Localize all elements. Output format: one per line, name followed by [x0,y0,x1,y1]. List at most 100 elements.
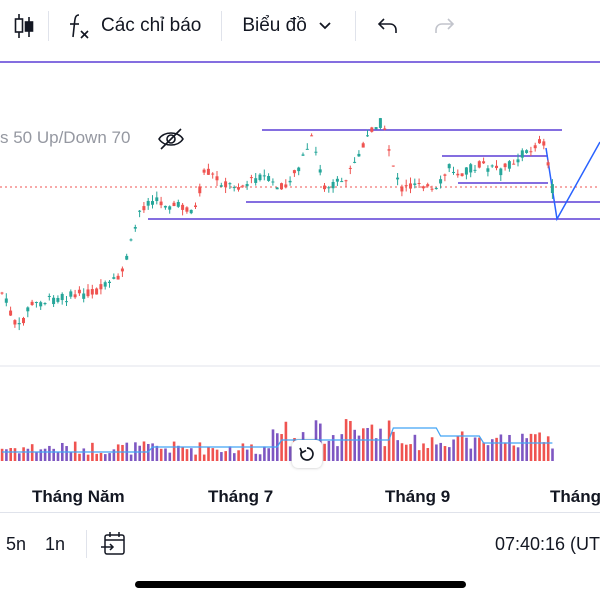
candle-body [520,150,524,158]
candle-body [245,184,249,187]
candle-body [120,268,124,272]
volume-bar [491,439,494,461]
volume-bar [383,446,387,461]
volume-bar [220,452,223,461]
candle-body [163,205,167,208]
toolbar-divider [221,11,223,41]
candle-body [26,307,30,312]
candle-body [387,149,391,151]
drawing-lines [148,129,600,220]
candle-body [176,202,180,207]
volume-bar [73,441,77,461]
volume-bar [349,420,352,461]
candle-body [327,187,331,189]
volume-bar [430,437,434,461]
volume-bar [387,420,391,461]
volume-bar [39,449,43,461]
volume-bar [396,440,399,461]
volume-bar [284,421,288,461]
volume-bar [417,450,421,461]
volume-series [0,419,554,461]
indicators-button[interactable]: Các chỉ báo [49,0,221,52]
volume-bar [473,437,477,461]
candle-body [142,206,146,211]
volume-bar [534,434,537,461]
hide-indicator-button[interactable] [156,126,186,152]
volume-bar [5,449,8,461]
candle-body [103,282,107,287]
volume-bar [405,444,408,461]
volume-bar [422,443,425,461]
candle-body [95,288,99,295]
volume-bar [198,442,202,461]
volume-bar [56,451,60,461]
go-to-date-button[interactable] [100,530,128,563]
volume-bar [185,449,189,461]
volume-bar [95,453,98,461]
candle-body [310,135,314,137]
volume-bar [482,442,485,461]
candle-body [125,255,129,260]
candle-body [198,186,202,194]
candle-body [249,177,253,179]
time-axis[interactable]: Tháng Năm Tháng 7 Tháng 9 Tháng [0,484,600,510]
candle-body [477,161,481,168]
candle-body [224,181,228,188]
candle-body [417,183,421,185]
reset-icon [299,447,314,461]
volume-bar [288,446,292,461]
candle-body [335,178,339,182]
candle-body [340,181,344,183]
volume-bar [224,451,227,461]
indicators-label: Các chỉ báo [101,15,202,36]
candle-body [116,275,120,280]
candle-body [482,161,486,164]
candle-body [503,163,507,168]
candle-body [413,183,417,185]
volume-bar [448,447,451,461]
candle-body [189,209,193,214]
chart-style-button[interactable] [0,0,48,52]
volume-bar [400,443,404,461]
candle-body [47,295,51,297]
chart-area[interactable] [0,52,600,512]
time-axis-label: Tháng [550,487,600,506]
range-5d-button[interactable]: 5n [6,534,27,554]
volume-bar [280,434,283,461]
volume-bar [435,444,438,461]
volume-bar [112,449,116,461]
volume-bar [69,451,73,461]
range-1d-button[interactable]: 1n [45,534,66,554]
volume-bar [460,431,464,461]
candle-body [82,293,86,299]
candle-body [172,202,176,207]
candle-body [211,173,215,175]
chevron-down-icon [319,22,331,30]
candle-body [430,188,434,190]
candle-body [34,302,38,304]
volume-bar [465,437,468,461]
chart-type-button[interactable]: Biểu đồ [222,0,354,52]
candle-body [284,184,288,188]
candle-body [550,184,554,194]
reset-chart-button[interactable] [292,440,322,468]
candles-icon [14,14,34,38]
time-axis-label: Tháng 7 [208,487,274,506]
candle-body [409,183,412,189]
volume-bar [508,434,511,461]
candle-body [99,284,103,290]
candle-body [383,128,387,130]
candle-body [17,323,21,325]
volume-bar [43,448,47,461]
candle-body [331,181,335,189]
redo-button[interactable] [400,0,456,52]
candle-body [129,239,133,241]
volume-bar [86,454,90,461]
undo-button[interactable] [356,0,400,52]
clock-readout[interactable]: 07:40:16 (UT [494,534,600,554]
volume-bar [155,445,159,461]
candle-body [13,320,17,325]
volume-bar [202,454,206,461]
volume-bar [551,448,554,461]
candle-body [538,139,541,144]
